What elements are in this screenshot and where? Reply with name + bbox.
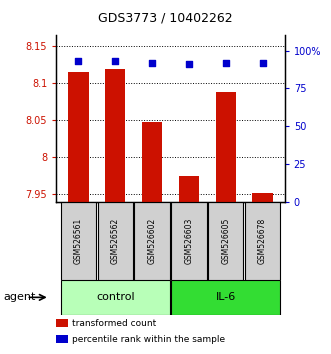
Point: [76, 58, 81, 64]
Bar: [134, 202, 170, 280]
Point: [260, 60, 265, 65]
Bar: [61, 202, 96, 280]
Text: percentile rank within the sample: percentile rank within the sample: [72, 335, 225, 344]
Bar: [253, 193, 273, 202]
Bar: [179, 176, 199, 202]
Point: [113, 58, 118, 64]
Bar: [171, 280, 280, 315]
Text: GSM526678: GSM526678: [258, 218, 267, 264]
Bar: [245, 202, 280, 280]
Bar: [215, 92, 236, 202]
Bar: [208, 202, 243, 280]
Text: IL-6: IL-6: [215, 292, 236, 302]
Point: [149, 60, 155, 65]
Bar: [142, 122, 162, 202]
Text: GSM526605: GSM526605: [221, 217, 230, 264]
Bar: [56, 335, 68, 343]
Text: GSM526562: GSM526562: [111, 218, 120, 264]
Text: transformed count: transformed count: [72, 319, 157, 328]
Text: control: control: [96, 292, 134, 302]
Text: GSM526603: GSM526603: [184, 217, 193, 264]
Text: GSM526602: GSM526602: [148, 218, 157, 264]
Text: agent: agent: [3, 292, 36, 302]
Bar: [171, 202, 207, 280]
Point: [223, 60, 228, 65]
Text: GDS3773 / 10402262: GDS3773 / 10402262: [98, 12, 233, 25]
Bar: [98, 202, 133, 280]
Point: [186, 61, 192, 67]
Bar: [68, 72, 88, 202]
Bar: [61, 280, 170, 315]
Text: GSM526561: GSM526561: [74, 218, 83, 264]
Bar: [56, 319, 68, 327]
Bar: [105, 69, 125, 202]
